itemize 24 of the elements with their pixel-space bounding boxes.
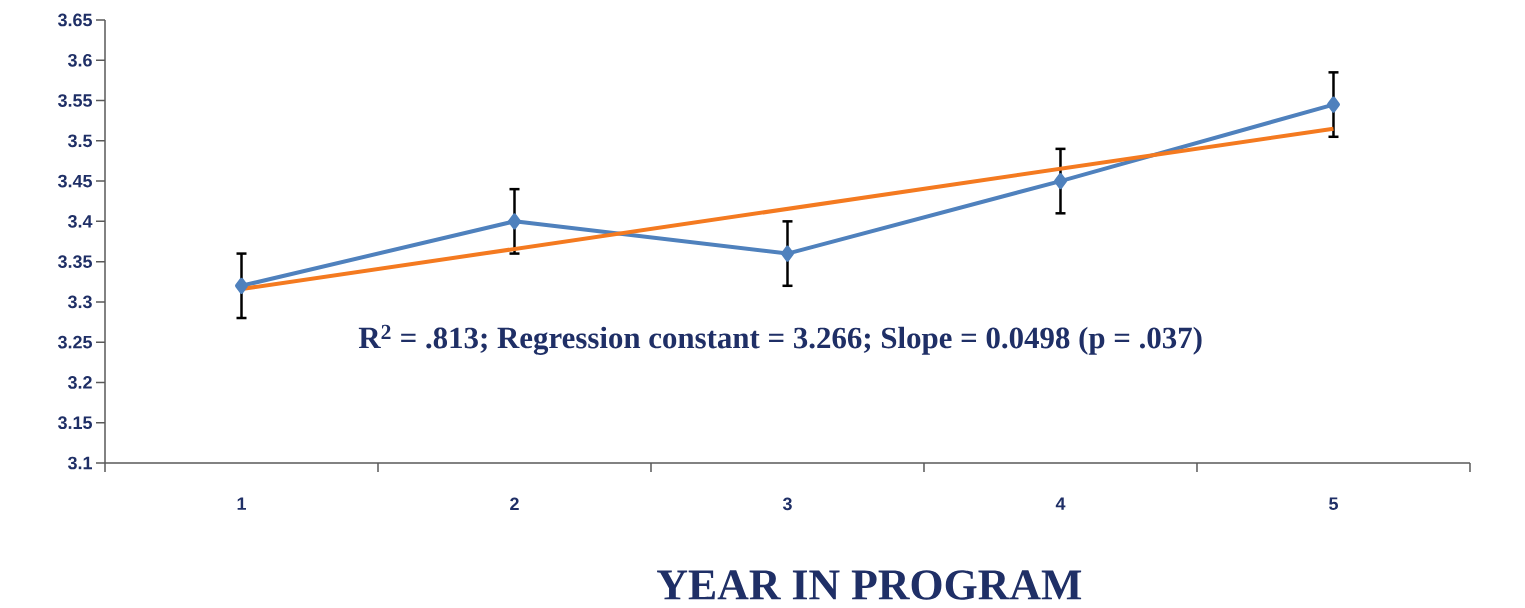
x-axis-title: YEAR IN PROGRAM [657,570,1082,600]
y-tick-label: 3.55 [57,94,92,107]
point [780,245,794,262]
x-tick-label: 2 [510,497,519,511]
y-tick-label: 3.3 [67,295,92,309]
x-tick-label: 1 [237,497,246,510]
point [1326,96,1340,113]
point [235,277,248,294]
x-tick-label: 5 [1329,497,1338,511]
y-tick-label: 3.15 [57,416,92,430]
annotation: R$^{2}$ = .813; Regression constant = 3.266; Slope = 0.0498 (p = .037) [358,324,1202,355]
y-tick-label: 3.2 [67,376,92,389]
y-tick-label: 3.65 [57,13,92,27]
x-tick-label: 4 [1055,497,1066,510]
y-tick-label: 3.1 [67,456,92,470]
y-tick-label: 3.45 [57,174,92,188]
x-tick-label: 3 [782,497,792,511]
point [508,213,521,230]
y-tick-label: 3.25 [57,335,92,349]
y-tick-label: 3.5 [67,134,92,148]
point [1053,173,1067,190]
y-tick-label: 3.6 [67,53,92,67]
y-tick-label: 3.35 [57,255,92,268]
y-tick-label: 3.4 [67,214,93,228]
